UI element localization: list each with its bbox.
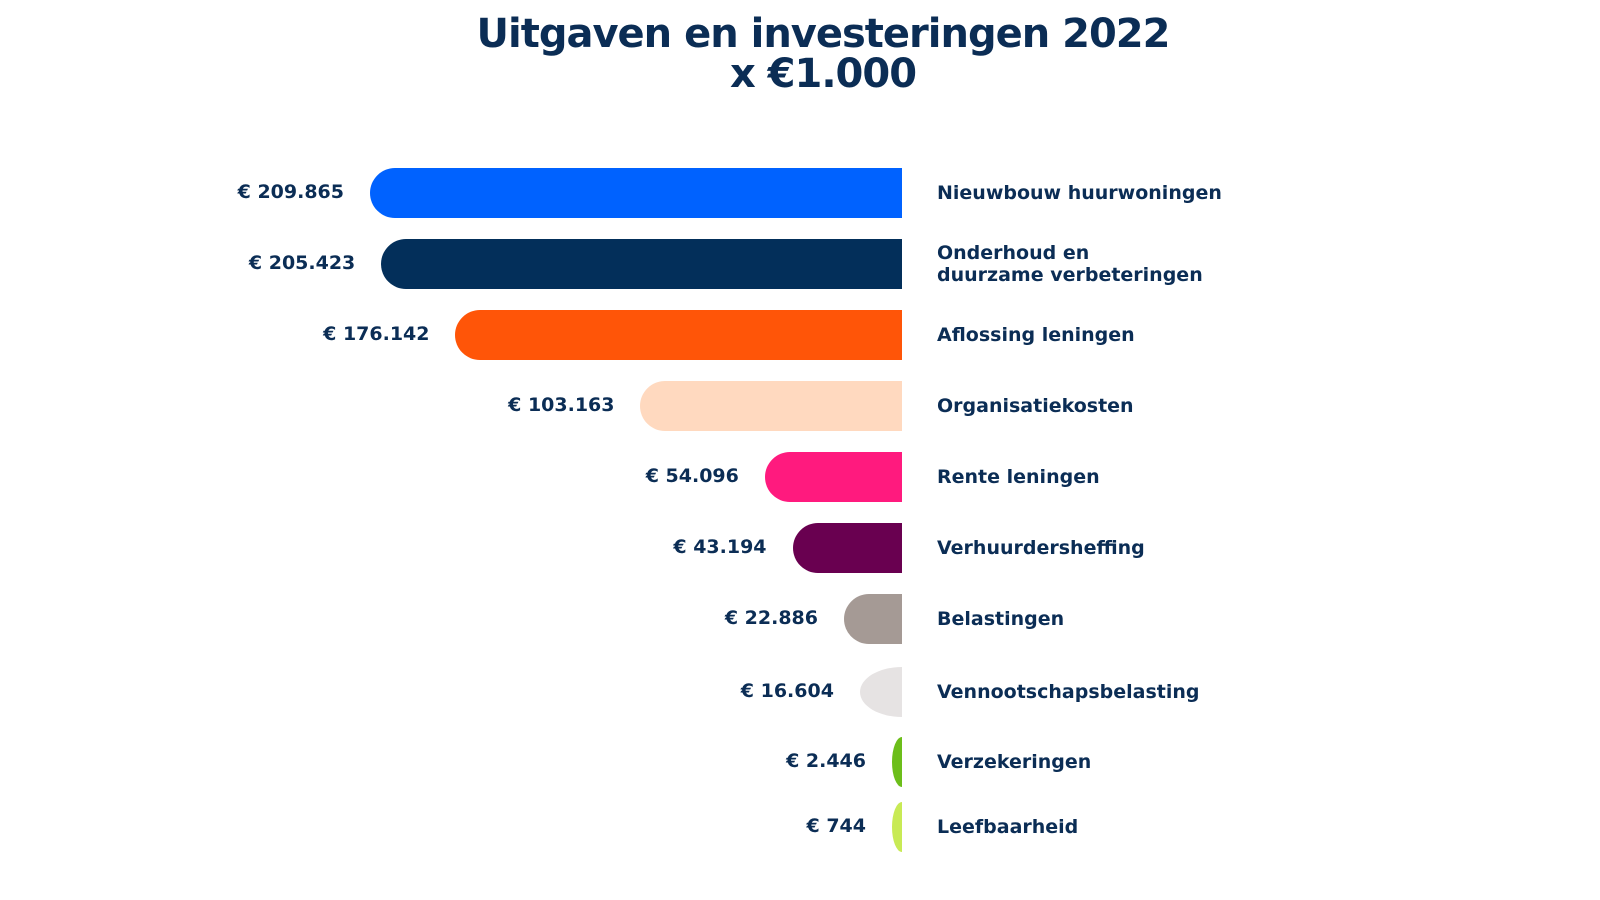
category-label: Belastingen xyxy=(937,608,1065,630)
category-label: Verzekeringen xyxy=(937,751,1092,773)
value-label: € 22.886 xyxy=(724,607,818,629)
bar-7 xyxy=(859,667,902,717)
category-label: Verhuurdersheffing xyxy=(937,537,1145,559)
value-label: € 54.096 xyxy=(645,465,739,487)
value-label: € 744 xyxy=(806,815,867,837)
bar-8 xyxy=(892,737,902,787)
category-label: Nieuwbouw huurwoningen xyxy=(937,182,1222,204)
value-label: € 2.446 xyxy=(786,750,866,772)
bar-1 xyxy=(381,239,902,289)
bar-9 xyxy=(892,802,902,852)
bar-5 xyxy=(792,523,902,573)
chart-title: Uitgaven en investeringen 2022 x €1.000 xyxy=(0,14,1600,94)
value-label: € 16.604 xyxy=(740,680,834,702)
value-label: € 209.865 xyxy=(237,181,344,203)
bar-0 xyxy=(370,168,902,218)
category-label: Organisatiekosten xyxy=(937,395,1134,417)
category-label: Aflossing leningen xyxy=(937,324,1135,346)
value-label: € 205.423 xyxy=(248,252,356,274)
bar-2 xyxy=(455,310,902,360)
value-label: € 43.194 xyxy=(673,536,767,558)
bar-6 xyxy=(843,594,902,644)
category-label: Leefbaarheid xyxy=(937,816,1079,838)
value-label: € 103.163 xyxy=(508,394,615,416)
category-label: Rente leningen xyxy=(937,466,1100,488)
category-label: Vennootschapsbelasting xyxy=(937,681,1200,703)
bar-4 xyxy=(764,452,902,502)
chart-subtitle: x €1.000 xyxy=(729,51,917,97)
category-label: Onderhoud en duurzame verbeteringen xyxy=(937,242,1203,286)
bar-3 xyxy=(640,381,902,431)
value-label: € 176.142 xyxy=(323,323,430,345)
chart-title-main: Uitgaven en investeringen 2022 xyxy=(476,11,1171,57)
